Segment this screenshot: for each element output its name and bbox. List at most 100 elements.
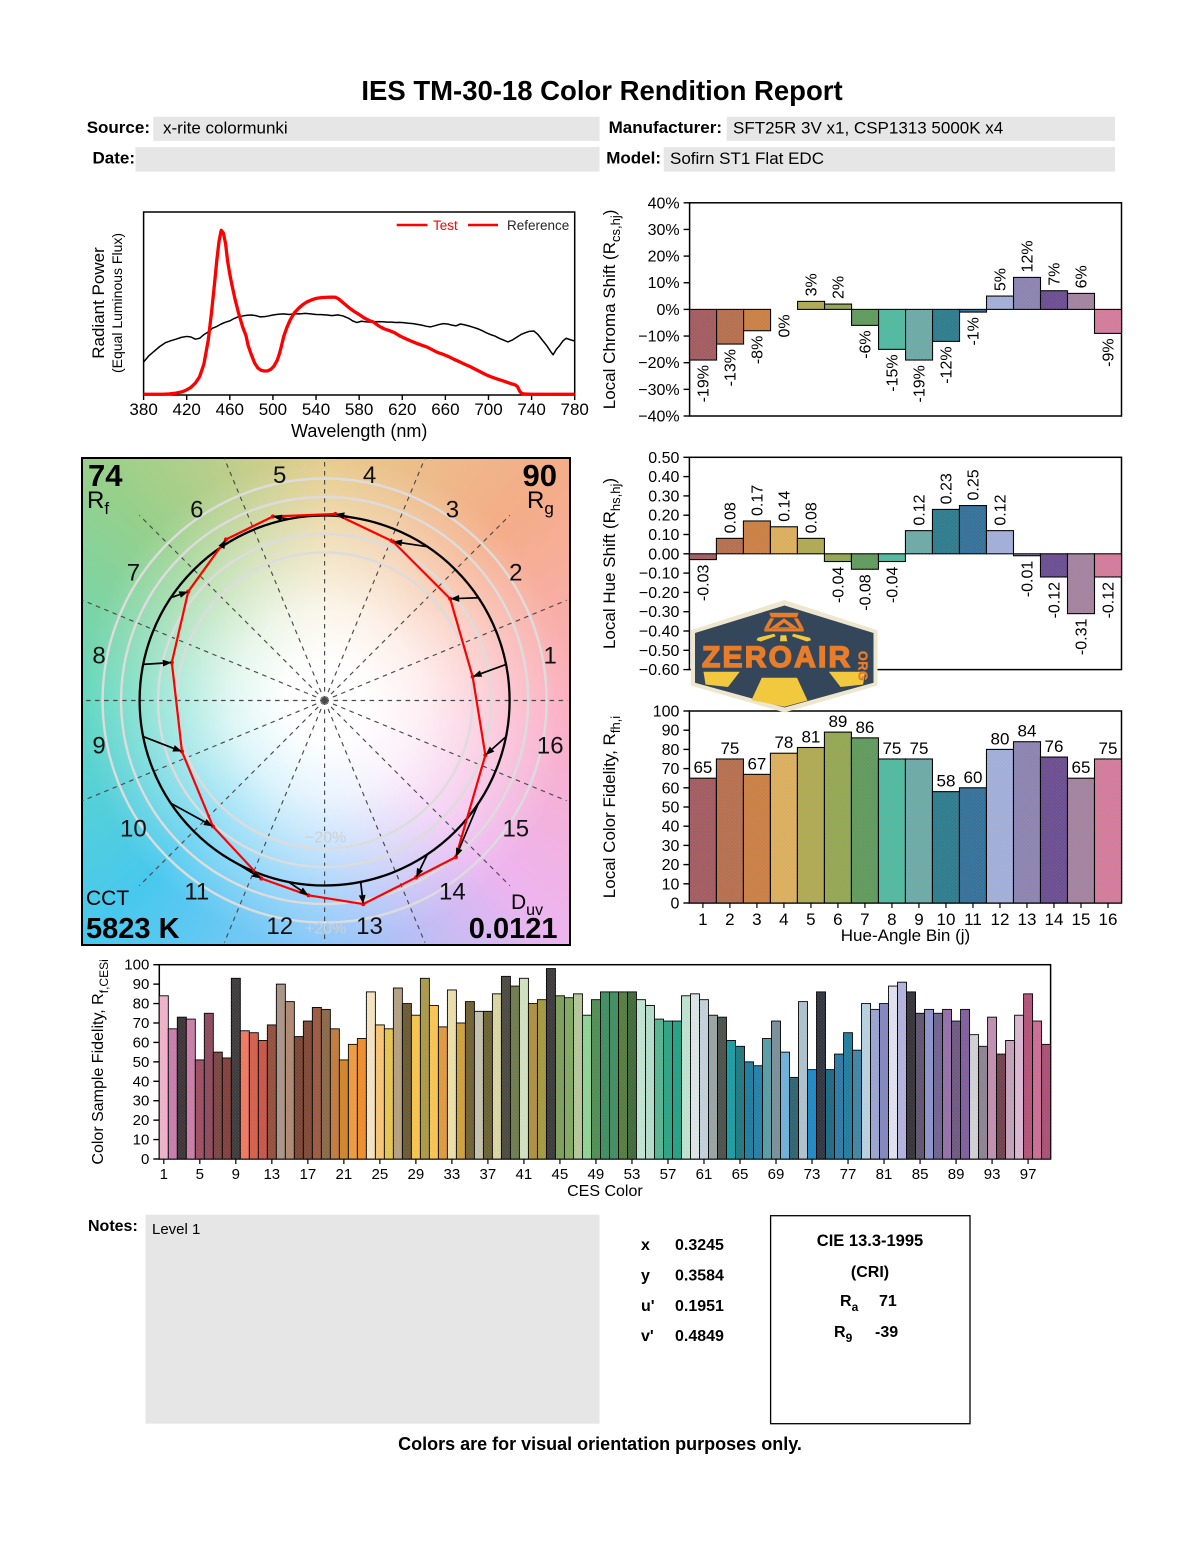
svg-text:Color Sample Fidelity, Rf,CESi: Color Sample Fidelity, Rf,CESi [90, 959, 111, 1164]
svg-text:90: 90 [523, 458, 557, 493]
svg-text:80: 80 [133, 996, 150, 1013]
svg-text:Source:: Source: [87, 118, 150, 137]
svg-text:20: 20 [662, 857, 680, 874]
svg-text:Rf: Rf [87, 487, 109, 518]
svg-text:74: 74 [88, 458, 123, 493]
svg-text:65: 65 [693, 758, 712, 777]
svg-text:11: 11 [184, 879, 209, 906]
svg-text:5: 5 [196, 1166, 204, 1183]
svg-text:Reference: Reference [507, 218, 569, 233]
svg-text:x: x [641, 1237, 650, 1254]
svg-text:Radiant Power: Radiant Power [89, 247, 108, 359]
svg-text:37: 37 [480, 1166, 497, 1183]
svg-text:−0.50: −0.50 [639, 643, 680, 660]
svg-text:0.10: 0.10 [648, 527, 679, 544]
svg-text:0.14: 0.14 [776, 491, 793, 522]
svg-text:67: 67 [747, 754, 766, 773]
svg-text:-0.12: -0.12 [1101, 582, 1118, 619]
svg-text:1: 1 [160, 1166, 168, 1183]
svg-text:(CRI): (CRI) [851, 1264, 889, 1281]
svg-text:90: 90 [133, 976, 150, 993]
svg-text:60: 60 [964, 768, 983, 787]
svg-text:97: 97 [1020, 1166, 1037, 1183]
svg-text:85: 85 [912, 1166, 929, 1183]
svg-text:IES TM-30-18 Color Rendition R: IES TM-30-18 Color Rendition Report [361, 75, 842, 106]
svg-text:Notes:: Notes: [88, 1218, 138, 1235]
svg-text:(Equal Luminous Flux): (Equal Luminous Flux) [109, 233, 125, 373]
svg-text:CIE 13.3-1995: CIE 13.3-1995 [817, 1232, 923, 1250]
svg-text:40%: 40% [648, 195, 680, 212]
svg-text:13: 13 [263, 1166, 280, 1183]
svg-text:30: 30 [133, 1093, 150, 1110]
svg-text:1: 1 [544, 643, 557, 670]
svg-text:20: 20 [133, 1112, 150, 1129]
svg-text:70: 70 [133, 1015, 150, 1032]
svg-text:60: 60 [133, 1034, 150, 1051]
svg-text:u': u' [641, 1298, 655, 1315]
svg-text:-19%: -19% [912, 365, 929, 402]
svg-text:-0.03: -0.03 [695, 564, 712, 601]
svg-text:0.3245: 0.3245 [675, 1237, 724, 1254]
svg-text:x-rite colormunki: x-rite colormunki [163, 119, 288, 138]
svg-text:Test: Test [433, 218, 458, 233]
svg-text:+20%: +20% [305, 921, 346, 938]
svg-text:4: 4 [363, 462, 376, 489]
svg-text:16: 16 [537, 732, 564, 759]
svg-text:100: 100 [124, 957, 149, 974]
svg-text:−40%: −40% [638, 409, 679, 426]
svg-text:−20%: −20% [638, 355, 679, 372]
svg-text:33: 33 [444, 1166, 461, 1183]
svg-text:0.00: 0.00 [648, 546, 679, 563]
svg-text:4: 4 [779, 910, 788, 929]
svg-text:0.08: 0.08 [803, 502, 820, 533]
svg-text:−30%: −30% [638, 382, 679, 399]
svg-text:10: 10 [662, 876, 680, 893]
svg-text:9: 9 [232, 1166, 240, 1183]
svg-text:10: 10 [120, 815, 147, 842]
svg-text:10: 10 [937, 910, 956, 929]
svg-text:7%: 7% [1046, 263, 1063, 286]
svg-text:25: 25 [372, 1166, 389, 1183]
svg-text:−0.30: −0.30 [639, 604, 680, 621]
svg-text:740: 740 [517, 400, 545, 419]
svg-text:380: 380 [129, 400, 157, 419]
svg-text:75: 75 [1099, 739, 1118, 758]
svg-text:0%: 0% [777, 314, 794, 337]
svg-text:40: 40 [662, 819, 680, 836]
svg-text:Manufacturer:: Manufacturer: [609, 118, 722, 137]
svg-text:2: 2 [509, 560, 522, 587]
svg-text:61: 61 [696, 1166, 713, 1183]
svg-text:−0.60: −0.60 [639, 662, 680, 679]
svg-text:Sofirn ST1 Flat EDC: Sofirn ST1 Flat EDC [670, 149, 824, 168]
svg-text:0.12: 0.12 [992, 494, 1009, 525]
svg-text:-13%: -13% [723, 349, 740, 386]
svg-text:21: 21 [336, 1166, 353, 1183]
svg-text:540: 540 [302, 400, 330, 419]
svg-text:80: 80 [662, 742, 680, 759]
svg-text:-0.08: -0.08 [857, 574, 874, 611]
svg-text:Model:: Model: [606, 149, 661, 168]
svg-text:3: 3 [752, 910, 761, 929]
svg-text:6: 6 [190, 496, 203, 523]
svg-text:84: 84 [1018, 722, 1037, 741]
svg-text:86: 86 [855, 718, 874, 737]
svg-text:Wavelength (nm): Wavelength (nm) [291, 421, 427, 441]
svg-text:77: 77 [840, 1166, 857, 1183]
svg-text:-15%: -15% [885, 354, 902, 391]
svg-text:10%: 10% [648, 275, 680, 292]
svg-text:65: 65 [1072, 758, 1091, 777]
svg-text:45: 45 [552, 1166, 569, 1183]
svg-text:-0.04: -0.04 [830, 566, 847, 603]
svg-text:-1%: -1% [966, 317, 983, 345]
svg-text:5: 5 [273, 462, 286, 489]
svg-text:700: 700 [474, 400, 502, 419]
svg-text:ZEROAIR: ZEROAIR [702, 641, 852, 674]
svg-text:12: 12 [266, 913, 293, 940]
svg-text:93: 93 [984, 1166, 1001, 1183]
svg-text:0: 0 [670, 896, 679, 913]
svg-text:660: 660 [431, 400, 459, 419]
svg-text:70: 70 [662, 761, 680, 778]
svg-text:−20%: −20% [305, 830, 346, 847]
svg-text:0.30: 0.30 [648, 488, 679, 505]
svg-text:50: 50 [662, 800, 680, 817]
